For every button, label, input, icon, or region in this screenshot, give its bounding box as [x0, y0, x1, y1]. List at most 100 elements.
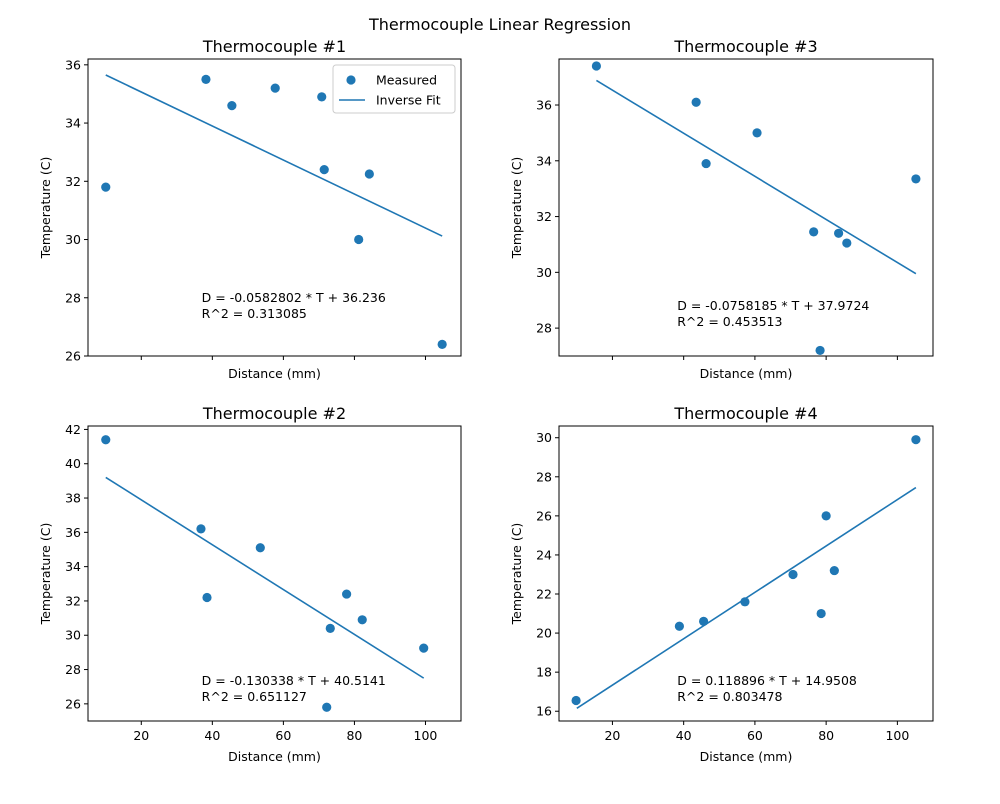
- data-point: [317, 92, 327, 102]
- data-point: [821, 511, 831, 521]
- x-tick-label: 20: [604, 728, 620, 743]
- x-tick-label: 20: [133, 728, 149, 743]
- y-tick-label: 28: [65, 290, 81, 305]
- y-tick-label: 28: [65, 662, 81, 677]
- data-point: [325, 623, 335, 633]
- y-tick-label: 34: [65, 559, 81, 574]
- regression-annotation: D = -0.0758185 * T + 37.9724: [677, 298, 869, 313]
- x-axis-label: Distance (mm): [700, 749, 793, 764]
- y-tick-label: 32: [65, 174, 81, 189]
- y-tick-label: 28: [536, 469, 552, 484]
- data-point: [674, 621, 684, 631]
- regression-annotation: R^2 = 0.313085: [202, 306, 307, 321]
- data-point: [815, 345, 825, 356]
- data-point: [101, 182, 111, 192]
- y-axis-label: Temperature (C): [509, 523, 524, 626]
- y-tick-label: 18: [536, 665, 552, 680]
- legend-box: [332, 64, 456, 114]
- data-point: [227, 100, 237, 111]
- regression-annotation: R^2 = 0.803478: [677, 689, 782, 704]
- x-axis-label: Distance (mm): [700, 366, 793, 381]
- chart-panel-3: Thermocouple #2 20 40 60 80 100 26 28 30 32 34 36 38…: [38, 404, 462, 764]
- data-point: [419, 643, 429, 653]
- data-point: [196, 524, 206, 534]
- y-tick-label: 34: [536, 153, 552, 168]
- figure-title: Thermocouple Linear Regression: [368, 15, 631, 34]
- data-point: [571, 695, 581, 706]
- data-point: [255, 543, 265, 553]
- y-tick-label: 30: [65, 628, 81, 643]
- panel-title-3: Thermocouple #2: [202, 404, 346, 423]
- chart-panel-4: Thermocouple #4 20 40 60 80 100 16 18 20 22 24 26 28…: [509, 404, 934, 764]
- regression-annotation: R^2 = 0.651127: [202, 689, 307, 704]
- data-point: [364, 169, 374, 179]
- y-tick-label: 30: [65, 232, 81, 247]
- x-tick-label: 60: [275, 728, 291, 743]
- legend-label-measured: Measured: [376, 73, 437, 88]
- regression-annotation: R^2 = 0.453513: [677, 314, 782, 329]
- y-tick-label: 28: [536, 321, 552, 336]
- panel-title-2: Thermocouple #3: [673, 37, 817, 56]
- data-point: [911, 174, 921, 184]
- panel-title-1: Thermocouple #1: [202, 37, 346, 56]
- data-point: [752, 128, 762, 138]
- y-tick-label: 24: [536, 547, 552, 562]
- x-tick-label: 100: [885, 728, 909, 743]
- x-tick-label: 40: [204, 728, 220, 743]
- data-point: [691, 97, 701, 107]
- y-tick-label: 32: [65, 593, 81, 608]
- data-point: [834, 228, 844, 238]
- x-tick-label: 60: [747, 728, 763, 743]
- data-point: [699, 616, 709, 626]
- panels: Thermocouple #1 26 28 30 32 34 36 Distance (mm)…: [38, 37, 934, 764]
- data-point: [101, 435, 111, 445]
- y-tick-label: 36: [536, 98, 552, 113]
- panel-title-4: Thermocouple #4: [673, 404, 817, 423]
- data-point: [842, 238, 852, 248]
- data-point: [202, 592, 212, 603]
- y-axis-label: Temperature (C): [38, 523, 53, 626]
- data-point: [809, 227, 819, 237]
- regression-annotation: D = 0.118896 * T + 14.9508: [677, 673, 857, 688]
- x-tick-label: 80: [346, 728, 362, 743]
- data-point: [591, 61, 602, 71]
- y-tick-label: 36: [65, 525, 81, 540]
- y-tick-label: 38: [65, 491, 81, 506]
- data-point: [701, 158, 711, 169]
- y-tick-label: 26: [65, 696, 81, 711]
- data-point: [740, 597, 750, 607]
- y-tick-label: 34: [65, 116, 81, 131]
- y-tick-label: 26: [536, 508, 552, 523]
- x-tick-label: 40: [676, 728, 692, 743]
- data-point: [911, 435, 921, 445]
- y-tick-label: 40: [65, 456, 81, 471]
- data-point: [816, 608, 826, 619]
- y-tick-label: 42: [65, 422, 81, 437]
- axes-frame: [558, 425, 934, 722]
- axes-frame: [87, 425, 462, 722]
- data-point: [354, 234, 364, 245]
- y-tick-label: 32: [536, 209, 552, 224]
- y-axis-label: Temperature (C): [509, 157, 524, 260]
- data-point: [319, 165, 329, 175]
- fit-line: [105, 476, 425, 679]
- chart-panel-2: Thermocouple #3 28 30 32 34 36 Distance (mm) Te…: [509, 37, 934, 381]
- regression-annotation: D = -0.0582802 * T + 36.236: [202, 290, 386, 305]
- axes-frame: [87, 58, 462, 357]
- y-tick-label: 30: [536, 430, 552, 445]
- data-point: [322, 702, 332, 712]
- y-tick-label: 26: [65, 349, 81, 364]
- fit-line: [105, 74, 443, 237]
- x-axis-label: Distance (mm): [228, 366, 321, 381]
- legend-label-fit: Inverse Fit: [376, 93, 441, 108]
- y-axis-label: Temperature (C): [38, 157, 53, 260]
- legend-marker-measured: [346, 75, 356, 85]
- x-axis-label: Distance (mm): [228, 749, 321, 764]
- y-tick-label: 20: [536, 626, 552, 641]
- regression-annotation: D = -0.130338 * T + 40.5141: [202, 673, 386, 688]
- data-point: [788, 569, 798, 580]
- x-tick-label: 100: [414, 728, 438, 743]
- data-point: [357, 615, 367, 625]
